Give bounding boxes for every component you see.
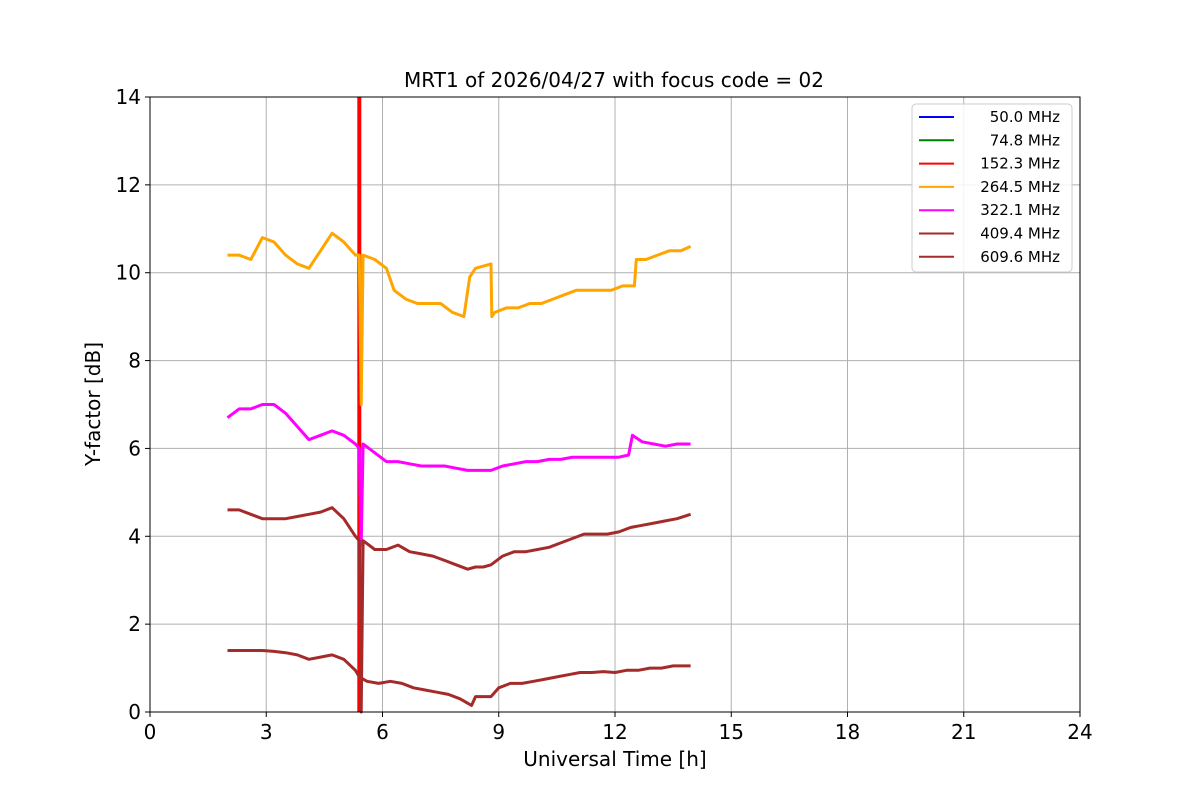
series-line-4 (226, 403, 691, 547)
x-axis-ticks: 0 3 6 9 12 15 18 21 24 (144, 712, 1093, 744)
legend-entry: 264.5 MHz (980, 178, 1060, 196)
y-tick-label: 14 (116, 85, 141, 109)
y-tick-label: 10 (116, 261, 141, 285)
y-axis-label: Y-factor [dB] (81, 342, 105, 467)
x-tick-label: 12 (602, 720, 627, 744)
series-line-5 (227, 506, 692, 714)
y-tick-label: 6 (128, 436, 141, 460)
x-tick-label: 24 (1067, 720, 1092, 744)
y-tick-label: 12 (116, 173, 141, 197)
x-tick-label: 0 (144, 720, 157, 744)
x-tick-label: 15 (719, 720, 744, 744)
series-line-3 (227, 231, 692, 406)
legend-entry: 609.6 MHz (980, 248, 1060, 266)
x-tick-label: 3 (260, 720, 273, 744)
x-tick-label: 9 (492, 720, 505, 744)
series-line-6 (227, 649, 691, 707)
chart-title: MRT1 of 2026/04/27 with focus code = 02 (404, 68, 824, 92)
legend-entry: 50.0 MHz (990, 108, 1060, 126)
y-tick-label: 4 (128, 524, 141, 548)
y-tick-label: 8 (128, 349, 141, 373)
x-axis-label: Universal Time [h] (523, 747, 706, 771)
x-tick-label: 18 (835, 720, 860, 744)
legend-frame (911, 103, 1073, 273)
legend-entry: 152.3 MHz (980, 155, 1060, 173)
series-lines (226, 97, 692, 714)
legend-entry: 409.4 MHz (980, 225, 1060, 243)
y-axis-ticks: 0 2 4 6 8 10 12 14 (116, 85, 150, 724)
x-tick-label: 6 (376, 720, 389, 744)
y-tick-label: 2 (128, 612, 141, 636)
legend-entry: 322.1 MHz (980, 201, 1060, 219)
y-tick-label: 0 (128, 700, 141, 724)
legend-entry: 74.8 MHz (990, 131, 1060, 149)
x-tick-label: 21 (951, 720, 976, 744)
legend: 50.0 MHz 74.8 MHz 152.3 MHz 264.5 MHz 322.1 … (911, 103, 1073, 273)
